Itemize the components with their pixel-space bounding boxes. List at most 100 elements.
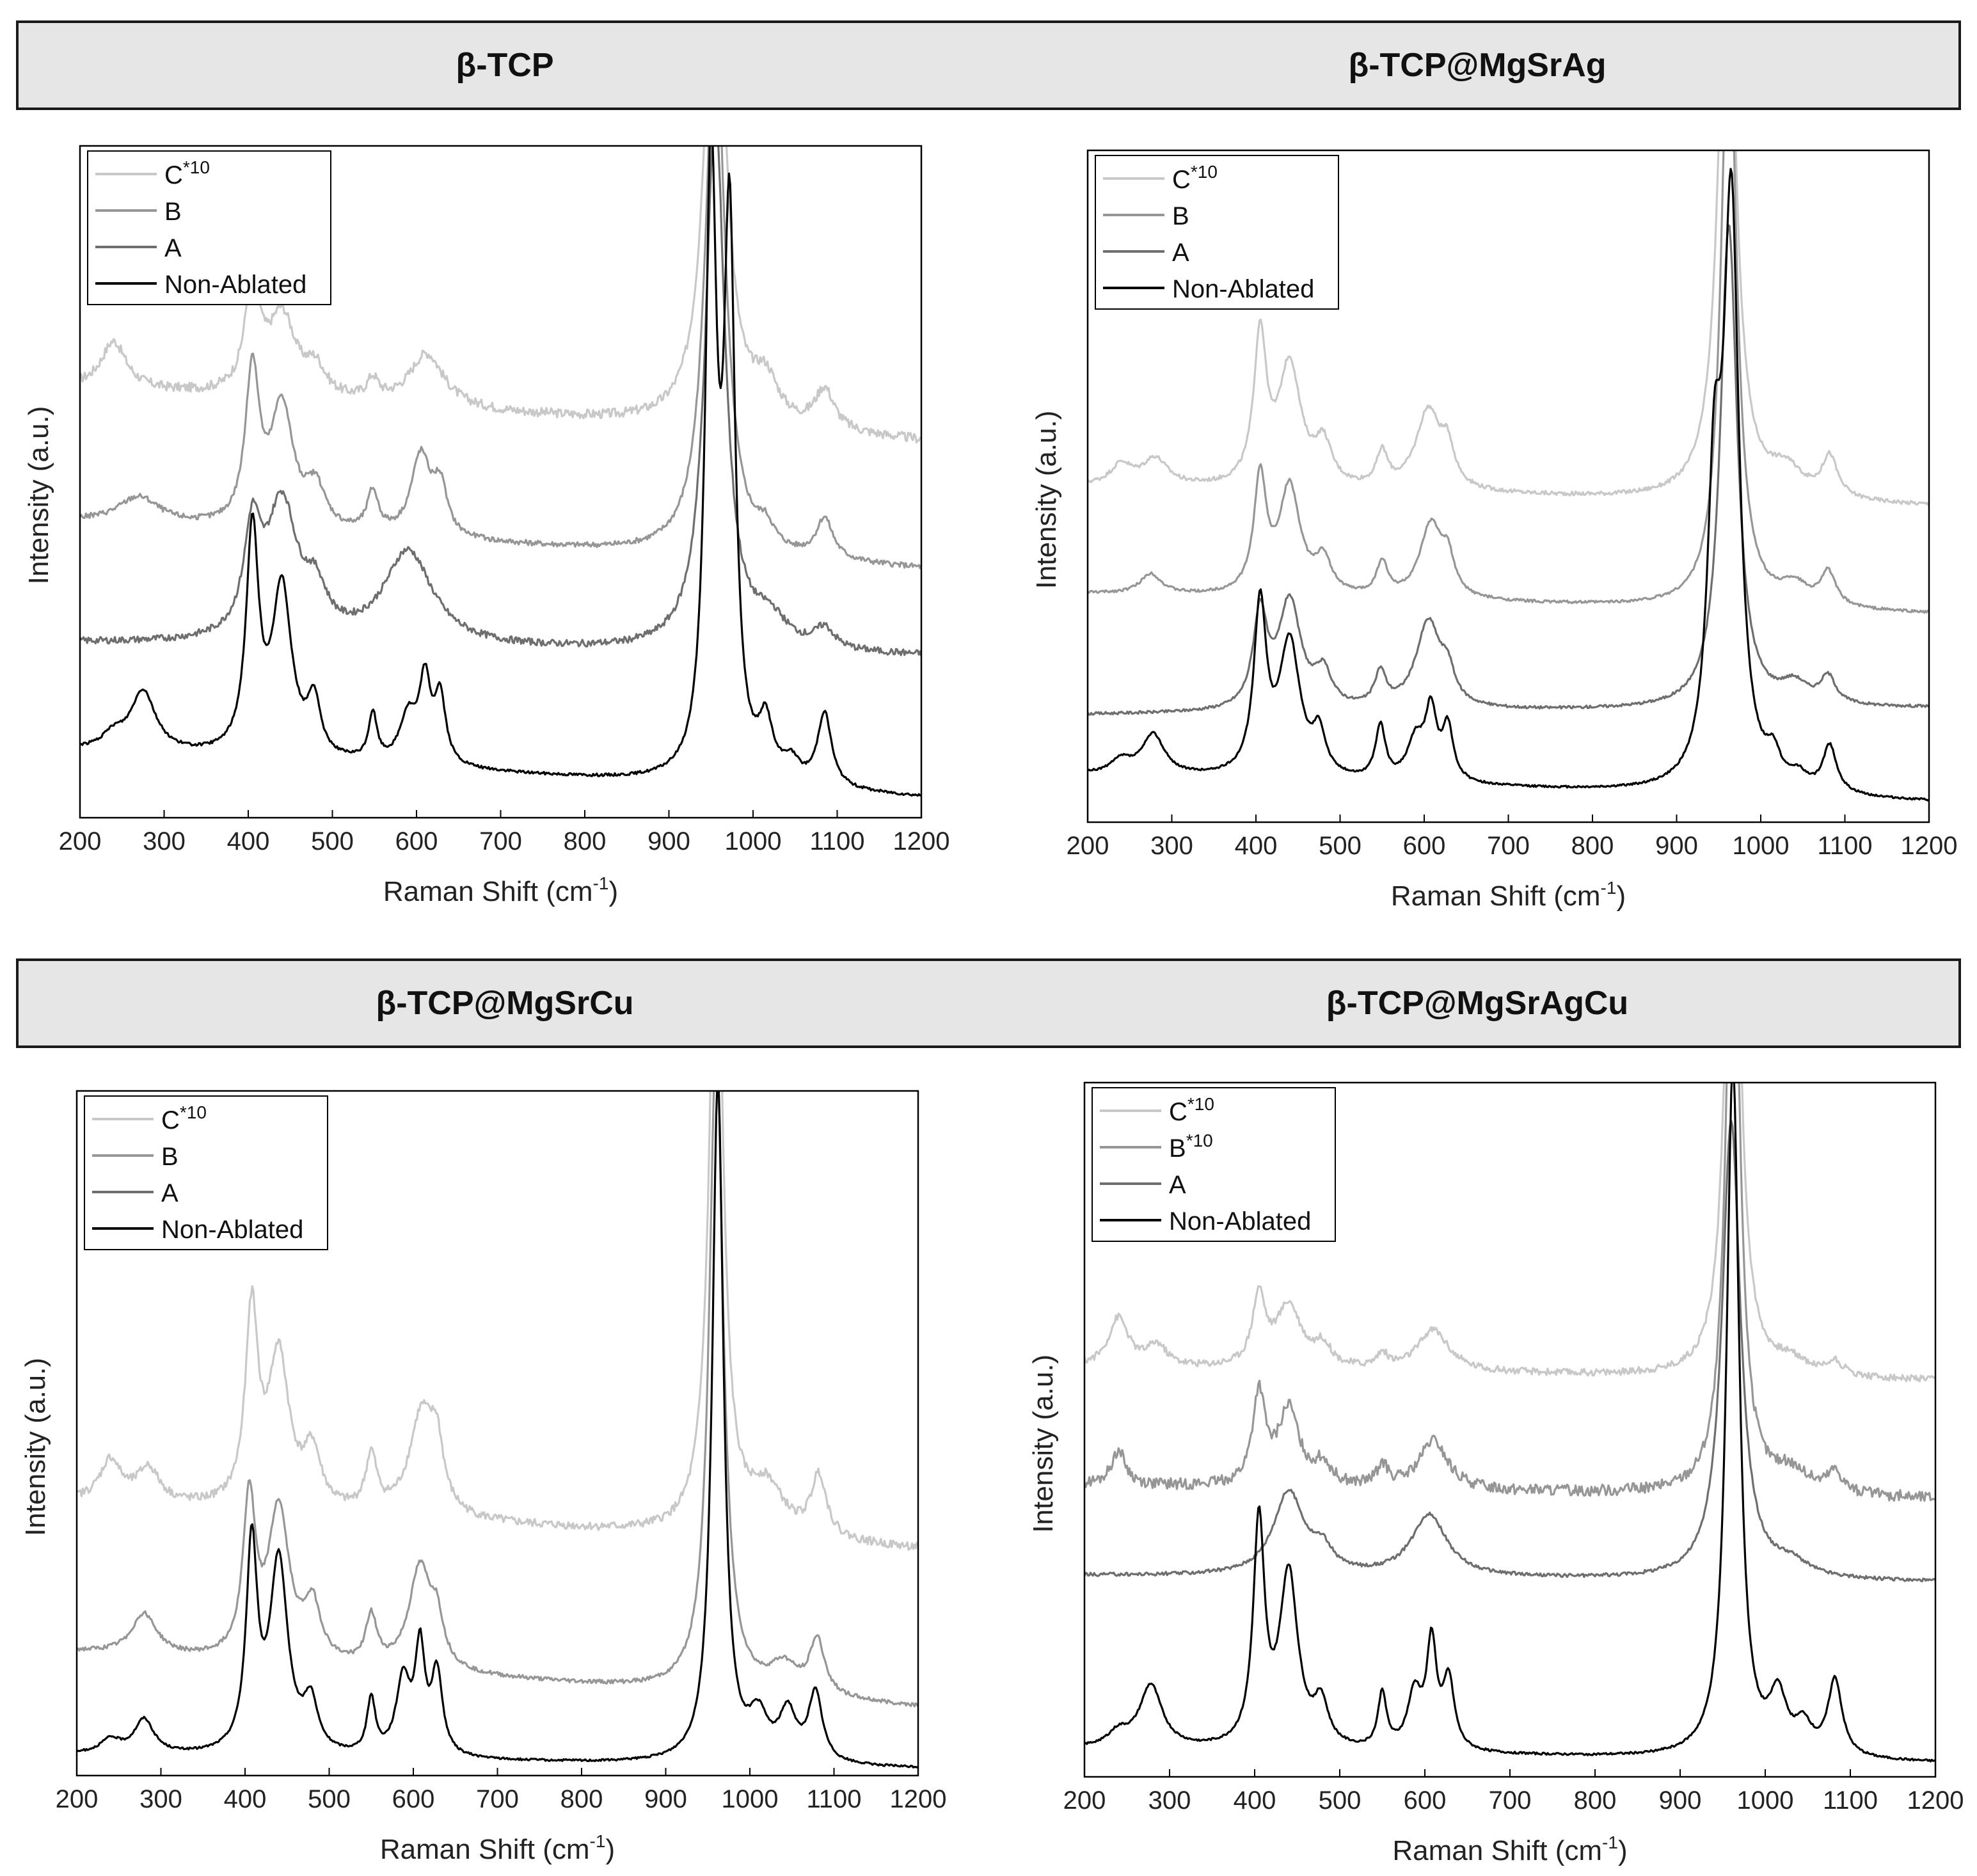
chart-beta-tcp-mgsragcu: 200 300 400 500 600 700 800 900 1000 1100 1200 Rama… bbox=[1028, 1081, 1964, 1866]
series-line-c bbox=[1088, 150, 1929, 506]
x-tick-label: 1100 bbox=[1817, 832, 1872, 860]
x-tick-label: 800 bbox=[1574, 1786, 1617, 1815]
x-tick-label: 600 bbox=[395, 827, 438, 855]
series-line-b bbox=[1088, 150, 1929, 614]
header-title-beta-tcp: β-TCP bbox=[456, 47, 554, 84]
x-tick-label: 800 bbox=[560, 1785, 603, 1813]
series-line-non-ablated bbox=[1088, 168, 1929, 802]
x-tick-label: 500 bbox=[1319, 1786, 1362, 1815]
chart-beta-tcp-mgsrag: 200 300 400 500 600 700 800 900 1000 1100 1200 Rama… bbox=[1031, 149, 1958, 912]
series-line-non-ablated bbox=[80, 146, 921, 797]
legend-label-a: A bbox=[164, 234, 182, 262]
legend-label-non-ablated: Non-Ablated bbox=[164, 271, 306, 299]
chart-beta-tcp: 200 300 400 500 600 700 800 900 1000 1100 1200 Rama… bbox=[23, 145, 950, 907]
x-tick-label: 700 bbox=[1489, 1786, 1532, 1815]
x-tick-label: 300 bbox=[1148, 1786, 1191, 1815]
series-line-b bbox=[1084, 1083, 1935, 1502]
legend: C*10 BA Non-Ablated bbox=[87, 150, 331, 305]
x-tick-label: 300 bbox=[143, 827, 186, 855]
x-tick-label: 900 bbox=[1655, 832, 1698, 860]
x-tick-label: 1200 bbox=[893, 827, 950, 855]
x-tick-label: 1100 bbox=[806, 1785, 861, 1813]
y-axis-label: Intensity (a.u.) bbox=[20, 1358, 51, 1536]
x-tick-label: 900 bbox=[644, 1785, 687, 1813]
legend-label-c: C*10 bbox=[1172, 162, 1218, 194]
x-tick-label: 700 bbox=[476, 1785, 519, 1813]
x-tick-label: 600 bbox=[1403, 832, 1446, 860]
series-line-non-ablated bbox=[77, 1091, 918, 1769]
legend-box bbox=[1095, 155, 1339, 310]
y-axis-label: Intensity (a.u.) bbox=[23, 406, 54, 585]
x-tick-label: 700 bbox=[479, 827, 522, 855]
x-tick-label: 900 bbox=[647, 827, 690, 855]
x-tick-label: 500 bbox=[1319, 832, 1362, 860]
row-header-2: β-TCP@MgSrCu β-TCP@MgSrAgCu bbox=[16, 958, 1961, 1048]
x-axis-label: Raman Shift (cm-1) bbox=[1391, 878, 1626, 912]
x-axis-label: Raman Shift (cm-1) bbox=[380, 1831, 615, 1865]
x-tick-label: 800 bbox=[1571, 832, 1614, 860]
x-axis-label: Raman Shift (cm-1) bbox=[1392, 1832, 1627, 1866]
chart-beta-tcp-mgsrcu: 200 300 400 500 600 700 800 900 1000 1100 1200 Rama… bbox=[20, 1090, 947, 1865]
legend-label-c: C*10 bbox=[161, 1102, 207, 1134]
x-tick-label: 800 bbox=[564, 827, 607, 855]
legend: C*10 B*10 A Non-Ablated bbox=[1092, 1087, 1336, 1242]
series-line-c bbox=[77, 1091, 918, 1551]
x-tick-label: 600 bbox=[1404, 1786, 1447, 1815]
header-title-mgsragcu: β-TCP@MgSrAgCu bbox=[1326, 985, 1629, 1022]
x-axis-label: Raman Shift (cm-1) bbox=[383, 873, 618, 907]
y-axis-label: Intensity (a.u.) bbox=[1031, 411, 1062, 589]
legend: C*10 BA Non-Ablated bbox=[1095, 155, 1339, 310]
x-tick-label: 400 bbox=[224, 1785, 267, 1813]
x-tick-label: 500 bbox=[308, 1785, 351, 1813]
x-tick-label: 300 bbox=[139, 1785, 182, 1813]
x-tick-label: 400 bbox=[1234, 1786, 1276, 1815]
x-tick-label: 1000 bbox=[1733, 832, 1790, 860]
legend-label-c: C*10 bbox=[1169, 1094, 1214, 1126]
x-tick-label: 500 bbox=[311, 827, 354, 855]
header-title-mgsrcu: β-TCP@MgSrCu bbox=[376, 985, 634, 1022]
series-line-a bbox=[1084, 1120, 1935, 1583]
legend-label-a: A bbox=[161, 1179, 179, 1207]
x-tick-label: 300 bbox=[1150, 832, 1193, 860]
series-line-a bbox=[1088, 224, 1929, 716]
x-tick-label: 1200 bbox=[890, 1785, 947, 1813]
legend-label-non-ablated: Non-Ablated bbox=[1172, 275, 1314, 303]
legend-label-b: B bbox=[1172, 202, 1189, 230]
x-tick-label: 1100 bbox=[1823, 1786, 1878, 1815]
series-line-b bbox=[80, 146, 921, 569]
x-tick-label: 200 bbox=[59, 827, 102, 855]
x-tick-label: 1000 bbox=[1737, 1786, 1794, 1815]
legend: C*10 BA Non-Ablated bbox=[84, 1095, 328, 1250]
x-tick-label: 1200 bbox=[1907, 1786, 1964, 1815]
legend-label-b: B*10 bbox=[1169, 1131, 1213, 1163]
legend-label-non-ablated: Non-Ablated bbox=[161, 1216, 303, 1244]
legend-box bbox=[1092, 1087, 1336, 1242]
legend-label-a: A bbox=[1169, 1171, 1186, 1199]
x-tick-label: 400 bbox=[1235, 832, 1278, 860]
x-tick-label: 600 bbox=[392, 1785, 435, 1813]
x-tick-label: 1000 bbox=[725, 827, 782, 855]
x-tick-label: 400 bbox=[227, 827, 270, 855]
x-tick-label: 200 bbox=[1063, 1786, 1106, 1815]
row-header-1: β-TCP β-TCP@MgSrAg bbox=[16, 20, 1961, 110]
y-axis-label: Intensity (a.u.) bbox=[1028, 1355, 1059, 1533]
x-tick-label: 900 bbox=[1659, 1786, 1702, 1815]
header-title-mgsrag: β-TCP@MgSrAg bbox=[1348, 47, 1607, 84]
legend-label-a: A bbox=[1172, 239, 1189, 267]
legend-box bbox=[87, 150, 331, 305]
series-line-non-ablated bbox=[1084, 1083, 1935, 1763]
x-tick-label: 200 bbox=[1067, 832, 1109, 860]
series-line-c bbox=[80, 146, 921, 443]
x-tick-label: 1200 bbox=[1901, 832, 1958, 860]
x-tick-label: 1100 bbox=[809, 827, 864, 855]
x-tick-label: 200 bbox=[56, 1785, 99, 1813]
x-tick-label: 700 bbox=[1487, 832, 1530, 860]
legend-label-b: B bbox=[164, 198, 182, 226]
x-tick-label: 1000 bbox=[722, 1785, 779, 1813]
legend-box bbox=[84, 1095, 328, 1250]
series-line-a bbox=[80, 146, 921, 656]
legend-label-c: C*10 bbox=[164, 157, 210, 189]
series-line-c bbox=[1084, 1083, 1935, 1383]
legend-label-b: B bbox=[161, 1143, 179, 1171]
legend-label-non-ablated: Non-Ablated bbox=[1169, 1207, 1311, 1236]
